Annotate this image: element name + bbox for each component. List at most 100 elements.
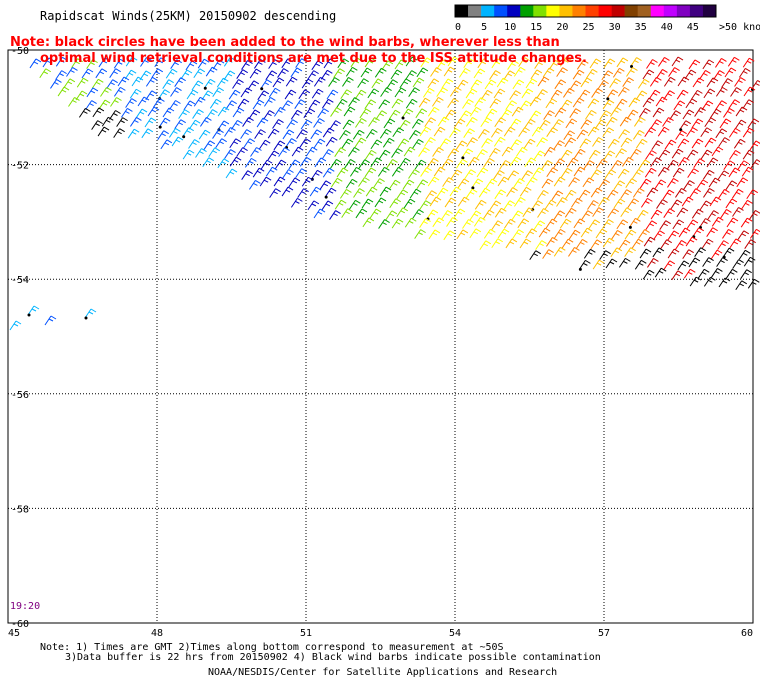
colorbar-swatch	[559, 5, 573, 17]
wind-barb	[560, 99, 573, 110]
wind-barb	[551, 190, 564, 201]
wind-barb	[205, 66, 218, 77]
wind-barb	[471, 178, 484, 190]
wind-barb	[443, 66, 456, 77]
colorbar-swatch	[611, 5, 625, 17]
wind-barb	[170, 87, 182, 97]
wind-barb	[615, 98, 628, 109]
wind-barb	[314, 157, 327, 168]
wind-barb	[602, 219, 614, 229]
wind-barb	[603, 150, 616, 161]
wind-barb	[256, 117, 269, 128]
wind-barb	[341, 208, 353, 218]
wind-barb	[453, 208, 466, 219]
wind-barb	[515, 146, 528, 157]
wind-barb	[426, 209, 439, 221]
wind-barb	[565, 118, 578, 129]
wind-barb	[449, 86, 462, 97]
wind-barb	[533, 150, 546, 161]
wind-barb	[692, 227, 705, 239]
wind-barb	[224, 127, 236, 137]
wind-barb	[628, 217, 641, 229]
wind-barb	[493, 170, 505, 180]
wind-barb	[333, 68, 345, 78]
wind-barb	[711, 216, 724, 227]
wind-barb	[409, 130, 421, 140]
wind-barb	[507, 60, 519, 70]
wind-barb	[92, 107, 105, 118]
wind-barb	[491, 58, 504, 69]
wind-barb	[474, 199, 487, 210]
wind-barb	[390, 69, 403, 80]
wind-barb	[409, 188, 422, 199]
wind-barb	[391, 218, 404, 229]
wind-barb	[200, 116, 212, 127]
wind-barb	[436, 87, 448, 97]
wind-barb	[223, 56, 236, 67]
wind-barb	[686, 127, 698, 137]
wind-barb	[611, 230, 623, 240]
grid-lines	[8, 50, 753, 623]
wind-barb	[63, 78, 76, 89]
wind-barb	[677, 156, 690, 167]
wind-barb	[345, 66, 358, 77]
wind-barb	[699, 70, 711, 80]
x-tick-label: 54	[449, 628, 461, 639]
wind-barb	[447, 148, 460, 159]
wind-barb	[109, 68, 121, 78]
wind-barb	[412, 77, 425, 88]
wind-barb	[497, 176, 510, 187]
wind-barb	[321, 98, 334, 109]
wind-barb	[337, 58, 350, 69]
wind-barb	[725, 180, 738, 191]
colorbar-swatch	[637, 5, 652, 17]
wind-barb	[418, 147, 430, 157]
wind-barb	[294, 99, 306, 109]
wind-barb	[197, 58, 210, 69]
wind-barb	[618, 129, 630, 139]
wind-barb	[206, 109, 218, 119]
wind-barb	[743, 86, 756, 97]
wind-barb	[688, 59, 701, 70]
wind-barb	[348, 97, 360, 107]
wind-barbs	[9, 56, 760, 331]
wind-barb	[444, 109, 457, 120]
wind-barb	[398, 157, 411, 168]
wind-barb	[573, 218, 586, 229]
colorbar-label: 25	[582, 22, 594, 33]
wind-barb	[42, 57, 55, 68]
wind-barb	[253, 58, 266, 69]
wind-barb	[573, 166, 586, 177]
wind-barb	[273, 106, 286, 117]
colorbar-frame	[454, 4, 717, 18]
wind-barb	[652, 247, 665, 258]
wind-barb	[479, 240, 492, 251]
wind-barb	[578, 189, 591, 200]
wind-barb	[580, 77, 593, 88]
wind-barb	[563, 87, 575, 98]
wind-barb	[663, 208, 675, 218]
wind-barb	[592, 259, 605, 270]
wind-barb	[431, 96, 444, 107]
wind-barb	[742, 149, 755, 160]
wind-barb	[55, 70, 67, 80]
colorbar-swatch	[572, 5, 586, 17]
wind-barb	[147, 106, 160, 117]
wind-barb	[339, 130, 351, 140]
wind-barb	[583, 248, 596, 259]
wind-barb	[734, 77, 746, 87]
wind-barb	[719, 118, 732, 129]
wind-barb	[484, 79, 497, 90]
wind-barb	[523, 138, 536, 149]
wind-barb	[650, 119, 662, 129]
wind-barb	[700, 149, 713, 160]
wind-barb	[696, 179, 709, 190]
wind-barb	[365, 186, 378, 197]
wind-barb	[127, 128, 140, 139]
wind-barb	[476, 149, 488, 159]
wind-barb	[543, 146, 556, 157]
y-tick-label: -58	[11, 504, 29, 515]
wind-barb	[273, 140, 286, 151]
wind-barb	[731, 188, 744, 199]
wind-barb	[388, 179, 401, 190]
